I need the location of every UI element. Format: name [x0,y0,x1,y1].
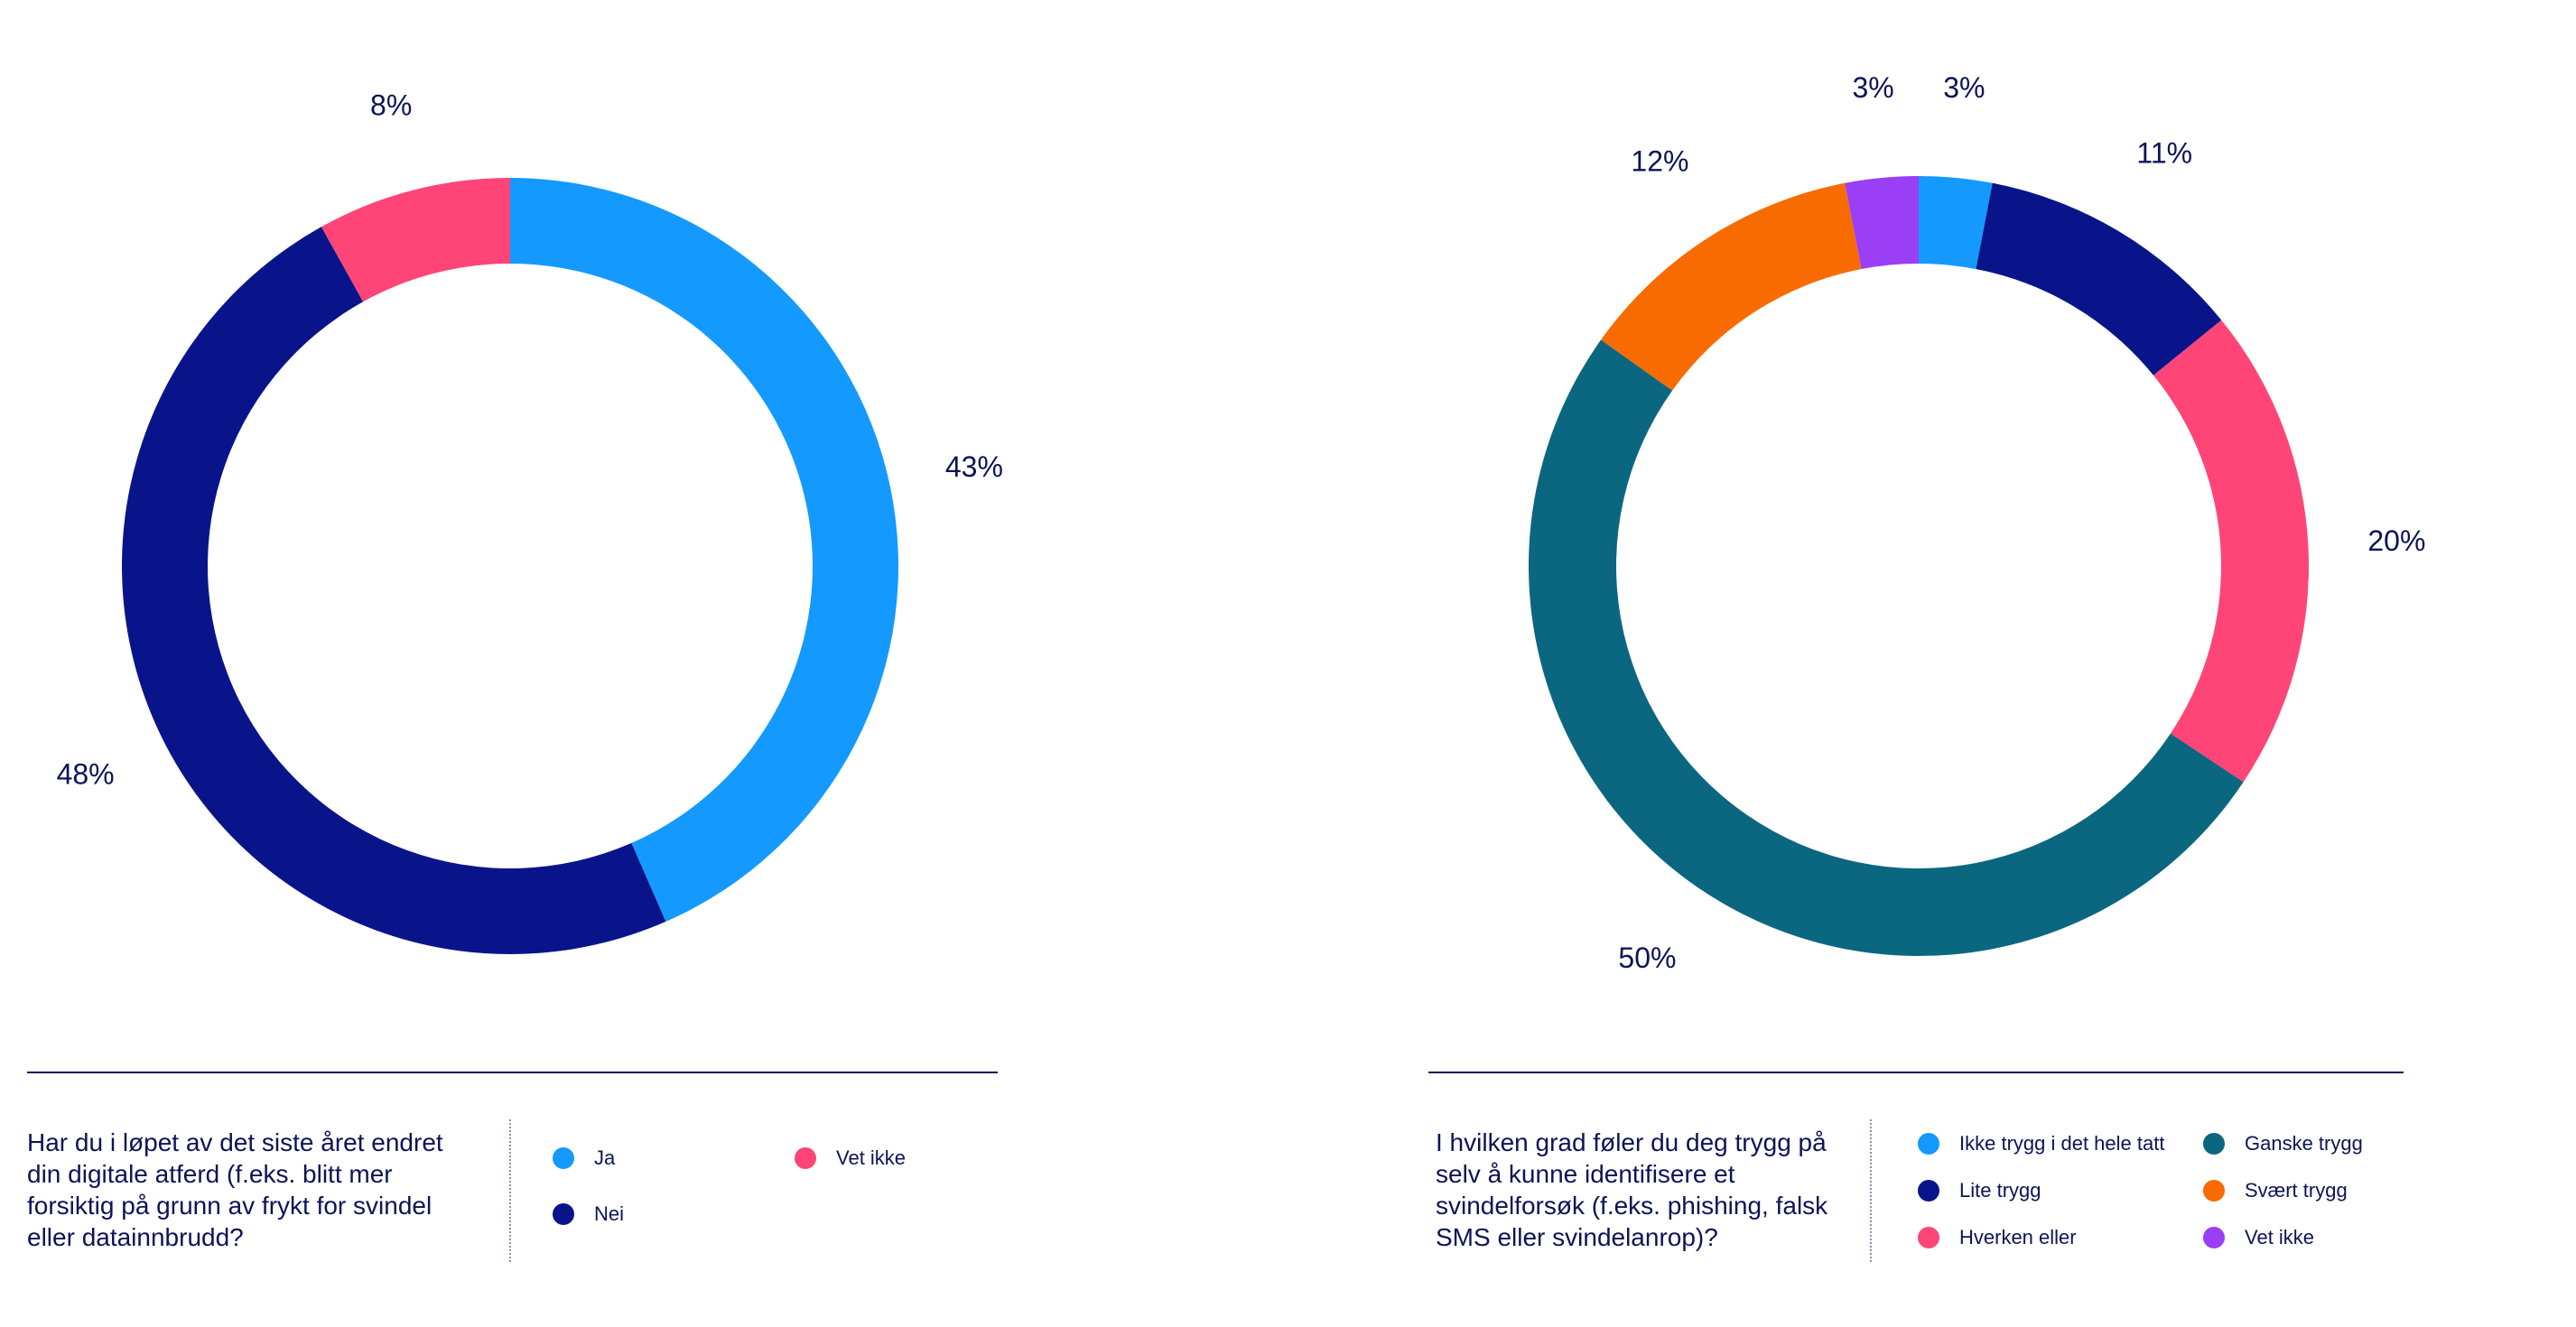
legend-dot-nei [553,1203,574,1225]
legend-label-ja: Ja [594,1146,616,1169]
legend-label-vet-ikke-2: Vet ikke [2245,1226,2315,1248]
legend-item-svaert-trygg: Svært trygg [2203,1179,2348,1202]
donut-slice-ja-1 [510,178,899,922]
legend-item-lite-trygg: Lite trygg [1918,1179,2041,1202]
legend-label-ikke-trygg: Ikke trygg i det hele tatt [1959,1132,2165,1155]
legend-dot-ja [553,1147,574,1169]
pct-label-ikke-trygg-i-det-hele-tatt-2: 3% [1943,71,1985,104]
pct-label-vet-ikke-2: 3% [1852,71,1893,104]
donut-chart-fraud-confidence: 3% 11% 20% 50% 12% 3% [1528,71,2425,974]
donut-slice-hverken-eller-2 [2153,320,2309,783]
pct-label-ganske-trygg-2: 50% [1618,942,1676,974]
legend-dot-vet-ikke [795,1147,816,1169]
donut-slice-ikke-trygg-i-det-hele-tatt-2 [1919,176,1993,270]
legend-item-ganske-trygg: Ganske trygg [2203,1132,2363,1155]
pct-label-hverken-eller-2: 20% [2367,524,2425,557]
legend-label-ganske-trygg: Ganske trygg [2245,1132,2363,1155]
legend-item-nei: Nei [553,1202,624,1226]
donut-slice-ganske-trygg-2 [1528,339,2244,957]
donut-slice-svaert-trygg-2 [1601,182,1862,391]
legend-item-ikke-trygg: Ikke trygg i det hele tatt [1918,1132,2164,1155]
legend-dot-lite-trygg [1918,1180,1939,1202]
legend-separator-left [509,1119,511,1262]
legend-label-nei: Nei [594,1202,625,1225]
legend-dot-ikke-trygg [1918,1133,1939,1155]
legend-label-lite-trygg: Lite trygg [1959,1179,2041,1202]
pct-label-lite-trygg-2: 11% [2136,137,2192,170]
legend-item-vet-ikke: Vet ikke [795,1146,906,1170]
question-text-left: Har du i løpet av det siste året endret … [27,1128,443,1251]
legend-item-vet-ikke-2: Vet ikke [2203,1226,2314,1249]
legend-label-hverken-eller: Hverken eller [1959,1226,2077,1248]
question-text-right: I hvilken grad føler du deg trygg på sel… [1436,1128,1828,1251]
legend-label-vet-ikke: Vet ikke [836,1146,907,1169]
pct-label-vet-ikke-1: 8% [370,88,412,121]
donut-slice-vet-ikke-2 [1845,176,1919,270]
donut-chart-behavior-change: 43% 48% 8% [57,88,1003,955]
legend-item-ja: Ja [553,1146,615,1170]
legend-dot-svaert-trygg [2203,1180,2225,1202]
divider-line-left [27,1072,998,1073]
pct-label-svaert-trygg-2: 12% [1631,145,1688,178]
legend-dot-vet-ikke-2 [2203,1227,2225,1248]
pct-label-nei-1: 48% [57,758,115,791]
divider-line-right [1428,1072,2404,1073]
legend-dot-ganske-trygg [2203,1133,2225,1155]
pct-label-ja-1: 43% [945,450,1003,483]
donut-slice-vet-ikke-1 [321,178,510,302]
legend-separator-right [1870,1119,1872,1262]
legend-label-svaert-trygg: Svært trygg [2245,1179,2348,1202]
donut-slice-lite-trygg-2 [1976,182,2222,376]
legend-dot-hverken-eller [1918,1227,1939,1248]
legend-item-hverken-eller: Hverken eller [1918,1226,2077,1249]
donut-slice-nei-1 [121,227,666,955]
